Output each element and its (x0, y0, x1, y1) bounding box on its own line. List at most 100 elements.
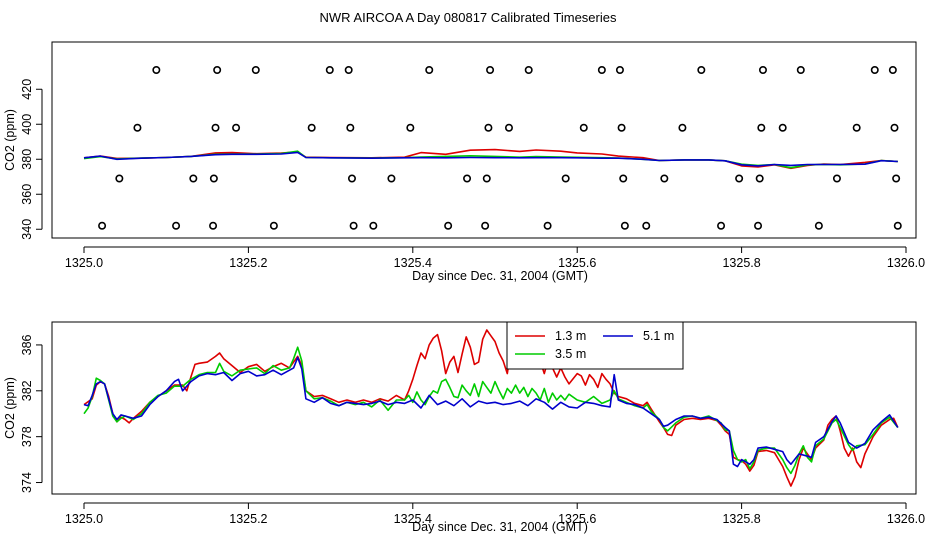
calibration-point (615, 66, 624, 75)
calibration-point (832, 174, 841, 183)
calibration-point (115, 174, 124, 183)
calibration-point (597, 66, 606, 75)
x-tick-label: 1325.6 (558, 256, 596, 270)
legend: 1.3 m 5.1 m 3.5 m (506, 321, 684, 370)
x-tick-label: 1325.2 (229, 512, 267, 526)
calibration-point (617, 123, 626, 132)
calibration-point (346, 123, 355, 132)
legend-box (506, 321, 684, 370)
calibration-point (717, 221, 726, 230)
calibration-point (870, 66, 879, 75)
calibration-point (347, 174, 356, 183)
plot-frame (51, 41, 917, 239)
calibration-point (172, 221, 181, 230)
calibration-point (325, 66, 334, 75)
calibration-point (755, 174, 764, 183)
calibration-point (288, 174, 297, 183)
calibration-point (369, 221, 378, 230)
y-tick-label: 382 (20, 380, 34, 401)
x-axis-label: Day since Dec. 31, 2004 (GMT) (412, 269, 588, 283)
x-tick-label: 1325.2 (229, 256, 267, 270)
calibration-point (269, 221, 278, 230)
x-tick-label: 1325.6 (558, 512, 596, 526)
calibration-point (888, 66, 897, 75)
calibration-point (619, 174, 628, 183)
x-tick-label: 1325.0 (65, 512, 103, 526)
y-axis: 374 378 382 386 (20, 334, 43, 493)
y-tick-label: 378 (20, 426, 34, 447)
legend-label: 5.1 m (643, 329, 674, 343)
x-axis: 1325.0 1325.2 1325.4 1325.6 1325.8 1326.0 (65, 246, 925, 270)
chart-panel-2: 1325.0 1325.2 1325.4 1325.6 1325.8 1326.0 Day … (3, 321, 925, 534)
y-tick-label: 340 (20, 219, 34, 240)
calibration-points (98, 66, 902, 230)
calibration-point (892, 174, 901, 183)
y-tick-label: 360 (20, 184, 34, 205)
calibration-point (406, 123, 415, 132)
x-axis-label: Day since Dec. 31, 2004 (GMT) (412, 520, 588, 534)
calibration-point (133, 123, 142, 132)
calibration-point (211, 123, 220, 132)
page-title: NWR AIRCOA A Day 080817 Calibrated Times… (320, 10, 617, 25)
x-tick-label: 1325.0 (65, 256, 103, 270)
y-axis-label: CO2 (ppm) (3, 109, 17, 171)
calibration-point (444, 221, 453, 230)
calibration-point (152, 66, 161, 75)
calibration-point (796, 66, 805, 75)
calibration-point (251, 66, 260, 75)
series-line-1-3-m (83, 329, 899, 487)
x-tick-label: 1325.4 (394, 512, 432, 526)
calibration-point (814, 221, 823, 230)
calibration-point (561, 174, 570, 183)
calibration-point (778, 123, 787, 132)
calibration-point (481, 221, 490, 230)
calibration-point (387, 174, 396, 183)
legend-label: 1.3 m (555, 329, 586, 343)
y-axis-label: CO2 (ppm) (3, 377, 17, 439)
calibration-point (890, 123, 899, 132)
series-line-5-1-m (83, 356, 899, 468)
x-tick-label: 1325.8 (722, 256, 760, 270)
calibration-point (349, 221, 358, 230)
y-axis: 340 360 380 400 420 (20, 79, 43, 240)
calibration-point (209, 221, 218, 230)
calibration-point (852, 123, 861, 132)
calibration-point (620, 221, 629, 230)
calibration-point (893, 221, 902, 230)
calibration-point (524, 66, 533, 75)
calibration-point (579, 123, 588, 132)
calibration-point (98, 221, 107, 230)
calibration-point (307, 123, 316, 132)
calibration-point (189, 174, 198, 183)
calibration-point (482, 174, 491, 183)
calibration-point (660, 174, 669, 183)
calibration-point (344, 66, 353, 75)
calibration-point (463, 174, 472, 183)
x-tick-label: 1326.0 (887, 512, 925, 526)
x-axis: 1325.0 1325.2 1325.4 1325.6 1325.8 1326.0 (65, 502, 925, 526)
chart-panel-1: 1325.0 1325.2 1325.4 1325.6 1325.8 1326.0 Day … (3, 41, 925, 283)
calibration-point (697, 66, 706, 75)
legend-label: 3.5 m (555, 347, 586, 361)
calibration-point (209, 174, 218, 183)
plot-frame (51, 321, 917, 495)
calibration-point (757, 123, 766, 132)
calibration-point (678, 123, 687, 132)
y-tick-label: 400 (20, 114, 34, 135)
y-tick-label: 420 (20, 79, 34, 100)
x-tick-label: 1326.0 (887, 256, 925, 270)
calibration-point (642, 221, 651, 230)
y-tick-label: 386 (20, 334, 34, 355)
x-tick-label: 1325.4 (394, 256, 432, 270)
calibration-point (484, 123, 493, 132)
calibration-point (425, 66, 434, 75)
calibration-point (735, 174, 744, 183)
series-line-5-1-m (83, 151, 898, 167)
x-tick-label: 1325.8 (722, 512, 760, 526)
calibration-point (758, 66, 767, 75)
calibration-point (754, 221, 763, 230)
calibration-point (543, 221, 552, 230)
calibration-point (232, 123, 241, 132)
calibration-point (486, 66, 495, 75)
